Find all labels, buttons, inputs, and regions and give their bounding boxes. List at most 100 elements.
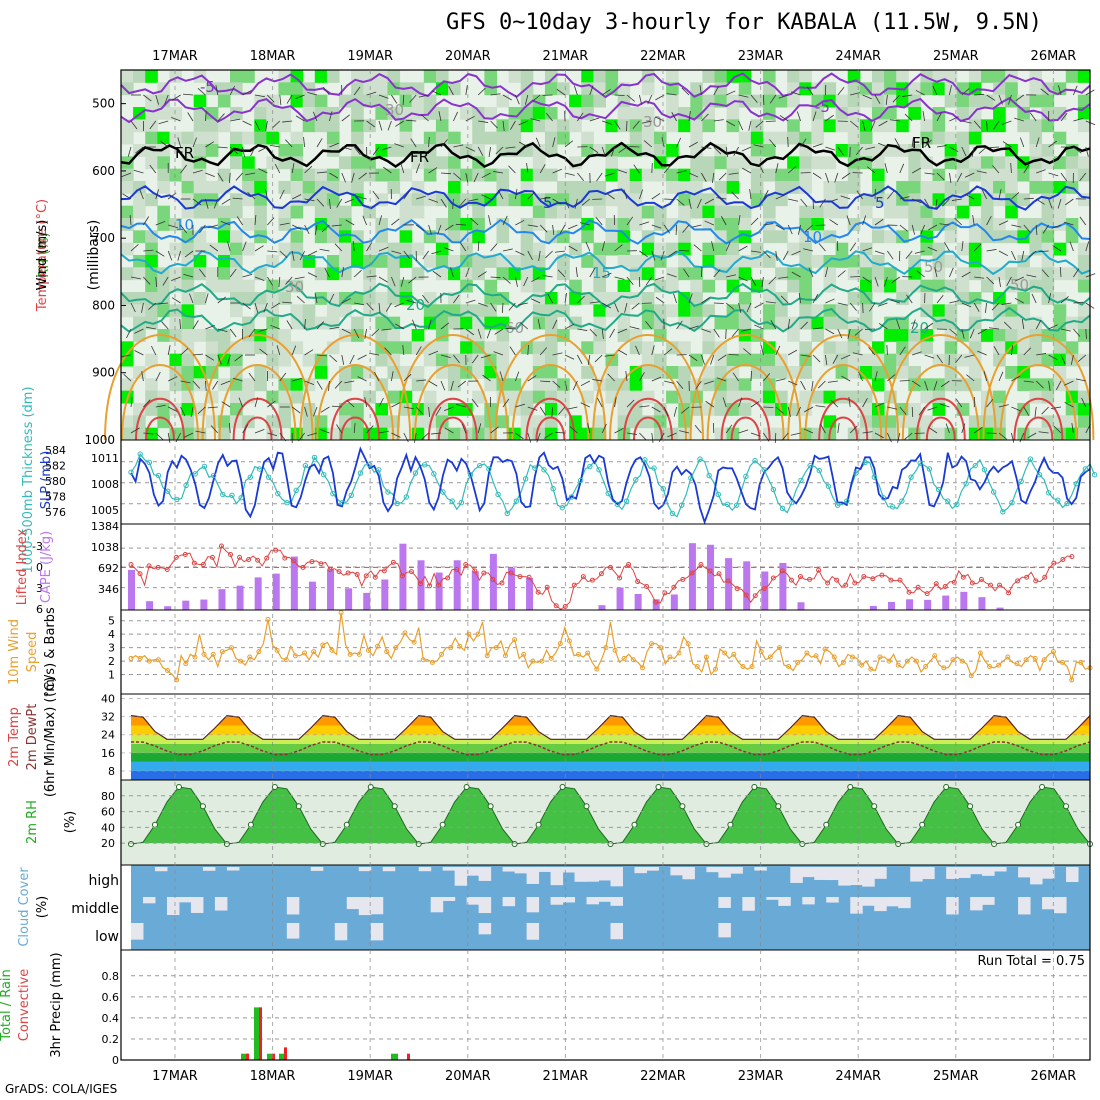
wind-barb	[840, 195, 851, 200]
wind-barb	[134, 350, 144, 356]
rh-cell	[290, 181, 304, 194]
wind-speed-point	[228, 645, 234, 651]
wind-barb	[527, 191, 536, 200]
lifted-index-point	[427, 583, 433, 589]
precip-total-bar	[279, 1053, 286, 1060]
rh-cell	[1017, 119, 1030, 133]
rh-cell	[920, 230, 934, 244]
wind-barb	[296, 296, 305, 304]
rh-cell	[387, 168, 401, 182]
lifted-index-point	[218, 543, 224, 549]
rh-cell	[532, 341, 546, 355]
wind-barb	[580, 402, 590, 408]
rh-cell	[532, 168, 546, 182]
lifted-index-point	[418, 581, 424, 587]
rh-cell	[448, 82, 461, 96]
wind-barb	[465, 172, 469, 183]
rh-cell	[593, 82, 606, 96]
boundary-layer-contour	[720, 397, 771, 441]
wind-barb	[746, 302, 752, 313]
rh-cell	[956, 168, 970, 182]
wind-barb	[501, 302, 504, 314]
wind-barb	[769, 139, 777, 148]
cloud-middle	[478, 897, 492, 914]
rh-cell	[205, 107, 219, 120]
cloud-high	[682, 867, 695, 880]
rh-cell	[980, 193, 994, 207]
rh-cell	[254, 267, 267, 281]
wind-barb	[885, 94, 888, 105]
rh-cell	[581, 230, 594, 244]
wind-barb	[351, 172, 355, 183]
rh-cell	[690, 279, 703, 293]
rh-cell	[557, 267, 570, 281]
lifted-index-point	[752, 593, 758, 599]
wind-barb	[278, 276, 281, 287]
wind-barb	[527, 406, 538, 411]
rh-cell	[302, 353, 316, 367]
wind-barb	[403, 250, 411, 260]
rh-cell	[932, 403, 946, 416]
wind-barb	[248, 328, 256, 338]
wind-barb	[587, 423, 591, 434]
rh-cell	[266, 390, 279, 404]
rh-cell	[762, 390, 776, 404]
rh-cell	[847, 131, 861, 145]
wind-barb	[478, 302, 488, 307]
rh-cell	[738, 205, 752, 219]
rh-cell	[544, 366, 558, 379]
wind-barb	[944, 242, 950, 252]
rh-cell	[738, 82, 752, 96]
wind-barb	[428, 350, 439, 356]
thickness-point	[954, 501, 960, 508]
wind-barb	[400, 276, 405, 287]
wind-barb	[210, 425, 219, 434]
wind-barb	[319, 248, 330, 252]
wind-barb	[983, 371, 987, 382]
wind-barb	[961, 88, 970, 96]
rh-cell	[762, 403, 776, 416]
rh-cell	[181, 267, 195, 281]
wind-barb	[850, 92, 860, 96]
wind-barb	[242, 146, 245, 157]
rh-cell	[532, 353, 546, 367]
wind-barb	[435, 406, 442, 416]
rh-cell	[859, 119, 873, 133]
rh-cell	[896, 205, 909, 219]
lifted-index-point	[816, 567, 822, 573]
rh-cell	[653, 144, 667, 157]
rh-cell	[1053, 193, 1067, 207]
precip-total-bar	[391, 1053, 398, 1060]
rh-cell	[629, 415, 643, 429]
rh-cell	[762, 341, 776, 355]
rh-cell	[775, 193, 788, 207]
wind-speed-point	[722, 650, 728, 656]
rh-cell	[351, 316, 364, 330]
rh-cell	[678, 205, 691, 219]
wind-barb	[594, 354, 603, 363]
wind-barb	[787, 319, 790, 330]
wind-barb	[171, 297, 181, 304]
wind-barb	[965, 193, 975, 200]
wind-barb	[850, 276, 861, 278]
rh-cell	[738, 403, 752, 416]
wind-barb	[805, 224, 814, 232]
wind-barb	[899, 196, 910, 200]
thickness-point	[926, 466, 933, 472]
wind-barb	[443, 406, 454, 412]
wind-speed-point	[776, 645, 782, 651]
cloud-high	[874, 867, 887, 879]
rh-cell	[387, 267, 401, 281]
wind-barb	[1048, 198, 1053, 209]
rh-cell	[569, 119, 582, 133]
wind-barb	[911, 380, 921, 387]
rh-cell	[811, 218, 825, 231]
wind-barb	[508, 302, 516, 311]
wind-barb	[1058, 85, 1062, 96]
wind-barb	[577, 354, 583, 365]
wind-barb	[316, 138, 323, 148]
rh-cell	[205, 341, 219, 355]
wind-barb	[415, 346, 422, 356]
rh-cell	[884, 70, 897, 83]
rh-cell	[302, 304, 316, 318]
